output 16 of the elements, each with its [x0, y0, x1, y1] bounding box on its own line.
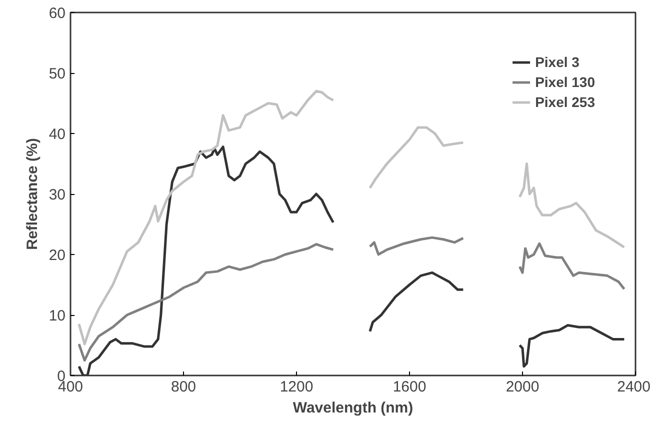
legend-label: Pixel 3	[535, 54, 580, 70]
x-tick-label: 1600	[392, 378, 426, 396]
legend-label: Pixel 130	[535, 74, 595, 90]
y-tick-label: 40	[48, 126, 66, 143]
y-tick-label: 60	[48, 5, 66, 22]
x-axis-title: Wavelength (nm)	[292, 400, 414, 416]
x-tick-label: 2400	[617, 378, 651, 396]
y-tick-label: 30	[48, 186, 66, 204]
y-tick-label: 20	[48, 247, 66, 264]
legend-label: Pixel 253	[535, 94, 595, 110]
y-tick-label: 50	[48, 66, 66, 82]
y-axis-title: Reflectance (%)	[24, 138, 41, 250]
x-tick-label: 800	[170, 378, 196, 396]
x-tick-label: 1200	[280, 378, 314, 396]
x-tick-label: 2000	[506, 378, 540, 396]
y-tick-label: 10	[48, 308, 66, 324]
